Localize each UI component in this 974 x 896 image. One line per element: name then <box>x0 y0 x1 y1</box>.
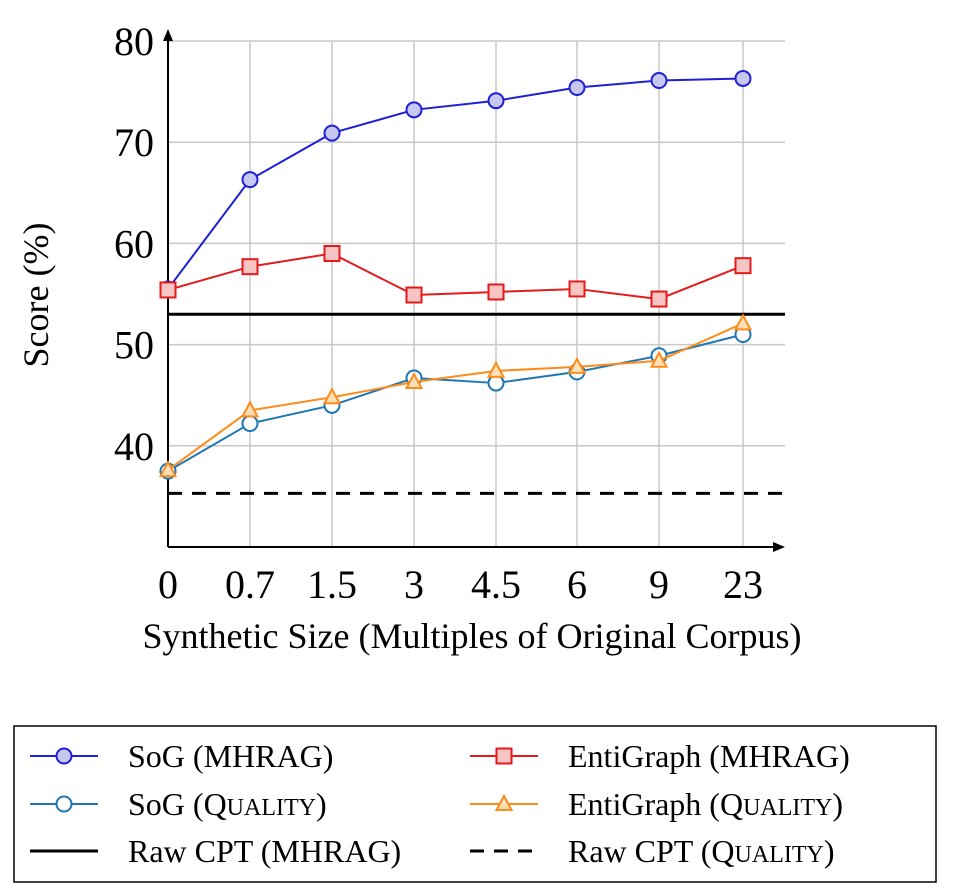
legend-label: SoG (QUALITY) <box>128 786 327 822</box>
legend-marker <box>495 747 513 765</box>
data-point <box>567 356 587 374</box>
series-line <box>167 252 744 301</box>
legend-label-prefix: Raw CPT (Q <box>568 833 735 869</box>
x-tick-label: 23 <box>723 562 763 607</box>
data-point <box>323 245 341 263</box>
data-point <box>650 290 668 308</box>
series <box>159 245 752 308</box>
y-axis-arrow <box>163 29 173 41</box>
axes <box>163 29 785 552</box>
x-tick-label: 0.7 <box>225 562 275 607</box>
x-tick-label: 4.5 <box>471 562 521 607</box>
series-line <box>167 322 744 471</box>
y-tick-label: 50 <box>114 323 154 368</box>
legend-label-suffix: ) <box>316 786 327 822</box>
series-group <box>158 69 753 480</box>
series-line <box>167 333 744 472</box>
legend-label-smallcaps: UALITY <box>735 842 824 868</box>
legend: SoG (MHRAG) EntiGraph (MHRAG)SoG (QUALITY… <box>13 725 937 883</box>
x-axis-label: Synthetic Size (Multiples of Original Co… <box>143 616 802 656</box>
legend-label: Raw CPT (MHRAG) <box>128 833 401 869</box>
series-line <box>167 77 744 290</box>
reference-lines <box>168 312 785 495</box>
data-point <box>240 400 260 418</box>
data-point <box>404 371 424 390</box>
legend-label: EntiGraph (QUALITY) <box>568 786 843 822</box>
data-point <box>322 387 342 405</box>
legend-marker <box>494 793 514 811</box>
x-tick-label: 6 <box>567 562 587 607</box>
legend-item: EntiGraph (QUALITY) <box>470 786 843 822</box>
data-point <box>241 171 259 189</box>
data-point <box>158 459 178 478</box>
data-point <box>734 69 752 87</box>
legend-item: Raw CPT (MHRAG) <box>30 833 401 869</box>
data-point <box>405 101 423 119</box>
data-point <box>568 79 586 97</box>
data-point <box>159 281 177 299</box>
legend-label: SoG (MHRAG) <box>128 738 333 774</box>
data-point <box>486 360 506 378</box>
data-point <box>734 257 752 275</box>
data-point <box>405 286 423 304</box>
x-tick-label: 9 <box>649 562 669 607</box>
legend-label-prefix: SoG (Q <box>128 786 227 822</box>
legend-marker <box>55 795 73 813</box>
data-point <box>649 350 669 368</box>
grid <box>168 40 785 547</box>
legend-label-smallcaps: UALITY <box>743 795 832 821</box>
y-tick-label: 60 <box>114 221 154 266</box>
data-point <box>487 283 505 301</box>
legend-item: Raw CPT (QUALITY) <box>470 833 835 869</box>
legend-marker <box>55 747 73 765</box>
data-point <box>487 92 505 110</box>
legend-item: SoG (MHRAG) <box>30 738 333 774</box>
data-point <box>241 415 259 433</box>
y-axis-label: Score (%) <box>16 223 56 368</box>
data-point <box>650 71 668 89</box>
x-axis-arrow <box>773 542 785 552</box>
y-tick-label: 70 <box>114 120 154 165</box>
data-point <box>241 258 259 276</box>
series <box>158 313 753 478</box>
legend-label-suffix: ) <box>824 833 835 869</box>
legend-label-suffix: ) <box>832 786 843 822</box>
legend-label: Raw CPT (QUALITY) <box>568 833 835 869</box>
legend-item: EntiGraph (MHRAG) <box>470 738 850 774</box>
legend-label: EntiGraph (MHRAG) <box>568 738 850 774</box>
x-tick-label: 3 <box>404 562 424 607</box>
data-point <box>733 313 753 331</box>
legend-label-prefix: EntiGraph (Q <box>568 786 743 822</box>
y-tick-label: 40 <box>114 424 154 469</box>
legend-item: SoG (QUALITY) <box>30 786 327 822</box>
x-tick-label: 0 <box>158 562 178 607</box>
data-point <box>568 280 586 298</box>
data-point <box>323 124 341 142</box>
legend-label-smallcaps: UALITY <box>227 795 316 821</box>
x-tick-label: 1.5 <box>307 562 357 607</box>
tick-labels: 0 0.7 1.5 3 4.5 6 9 23 40 50 60 70 80 <box>114 19 763 607</box>
y-tick-label: 80 <box>114 19 154 64</box>
